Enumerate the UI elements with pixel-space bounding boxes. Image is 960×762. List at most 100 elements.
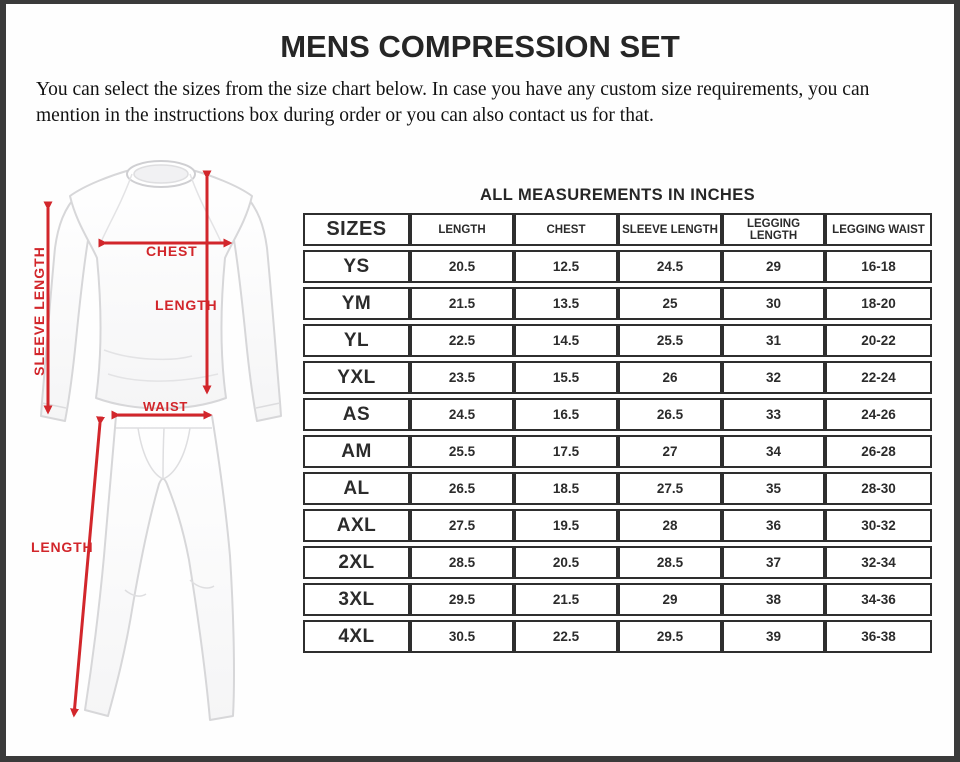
value-cell: 22.5 [410,324,514,357]
legging-length-label: LENGTH [31,539,94,555]
table-row: 4XL 30.5 22.5 29.5 39 36-38 [303,620,932,653]
table-row: YS 20.5 12.5 24.5 29 16-18 [303,250,932,283]
table-row: 2XL 28.5 20.5 28.5 37 32-34 [303,546,932,579]
size-cell: AXL [303,509,410,542]
value-cell: 31 [722,324,825,357]
size-table-body: YS 20.5 12.5 24.5 29 16-18 YM 21.5 13.5 25 30 18-20… [303,250,932,653]
leggings-seams [116,427,215,597]
value-cell: 19.5 [514,509,618,542]
table-row: AXL 27.5 19.5 28 36 30-32 [303,509,932,542]
column-header-sizes: SIZES [303,213,410,246]
value-cell: 30.5 [410,620,514,653]
value-cell: 26 [618,361,722,394]
value-cell: 25 [618,287,722,320]
size-cell: AL [303,472,410,505]
size-cell: YL [303,324,410,357]
value-cell: 34-36 [825,583,932,616]
value-cell: 30 [722,287,825,320]
leggings [84,415,235,721]
column-header-length: LENGTH [410,213,514,246]
value-cell: 32 [722,361,825,394]
column-header-legging-length: LEGGING LENGTH [722,213,825,246]
size-cell: YS [303,250,410,283]
size-table-header: SIZES LENGTH CHEST SLEEVE LENGTH LEGGING LEN… [303,213,932,246]
value-cell: 27 [618,435,722,468]
garment-illustration-icon [40,160,282,721]
table-row: YM 21.5 13.5 25 30 18-20 [303,287,932,320]
value-cell: 28 [618,509,722,542]
value-cell: 37 [722,546,825,579]
measurement-arrows [43,170,233,718]
value-cell: 22-24 [825,361,932,394]
value-cell: 21.5 [410,287,514,320]
waist-label: WAIST [143,399,189,414]
shirt-length-label: LENGTH [155,297,218,313]
value-cell: 16-18 [825,250,932,283]
table-row: AM 25.5 17.5 27 34 26-28 [303,435,932,468]
size-cell: YXL [303,361,410,394]
value-cell: 24.5 [410,398,514,431]
page-title: MENS COMPRESSION SET [280,29,680,64]
value-cell: 20-22 [825,324,932,357]
column-header-chest: CHEST [514,213,618,246]
value-cell: 15.5 [514,361,618,394]
shirt-torso [69,169,253,410]
size-diagram [20,160,310,760]
value-cell: 20.5 [514,546,618,579]
value-cell: 13.5 [514,287,618,320]
column-header-sleeve-length: SLEEVE LENGTH [618,213,722,246]
value-cell: 14.5 [514,324,618,357]
size-cell: 3XL [303,583,410,616]
value-cell: 20.5 [410,250,514,283]
value-cell: 18-20 [825,287,932,320]
value-cell: 30-32 [825,509,932,542]
value-cell: 38 [722,583,825,616]
value-cell: 29.5 [618,620,722,653]
table-row: 3XL 29.5 21.5 29 38 34-36 [303,583,932,616]
size-cell: AS [303,398,410,431]
value-cell: 32-34 [825,546,932,579]
size-cell: YM [303,287,410,320]
table-row: AL 26.5 18.5 27.5 35 28-30 [303,472,932,505]
value-cell: 21.5 [514,583,618,616]
value-cell: 27.5 [410,509,514,542]
value-cell: 35 [722,472,825,505]
size-cell: 2XL [303,546,410,579]
value-cell: 26.5 [618,398,722,431]
value-cell: 34 [722,435,825,468]
value-cell: 29 [618,583,722,616]
size-cell: AM [303,435,410,468]
value-cell: 27.5 [618,472,722,505]
value-cell: 17.5 [514,435,618,468]
value-cell: 26-28 [825,435,932,468]
sleeve-length-label: SLEEVE LENGTH [31,246,47,376]
value-cell: 24-26 [825,398,932,431]
value-cell: 25.5 [618,324,722,357]
size-table-container: SIZES LENGTH CHEST SLEEVE LENGTH LEGGING LEN… [303,209,932,657]
value-cell: 36 [722,509,825,542]
value-cell: 12.5 [514,250,618,283]
table-row: AS 24.5 16.5 26.5 33 24-26 [303,398,932,431]
size-table: SIZES LENGTH CHEST SLEEVE LENGTH LEGGING LEN… [303,209,932,657]
value-cell: 18.5 [514,472,618,505]
table-row: YXL 23.5 15.5 26 32 22-24 [303,361,932,394]
value-cell: 29.5 [410,583,514,616]
column-header-legging-waist: LEGGING WAIST [825,213,932,246]
legging-length-arrow [70,416,106,718]
value-cell: 28-30 [825,472,932,505]
chest-label: CHEST [146,243,198,259]
table-title: ALL MEASUREMENTS IN INCHES [479,186,756,204]
value-cell: 26.5 [410,472,514,505]
value-cell: 39 [722,620,825,653]
value-cell: 36-38 [825,620,932,653]
value-cell: 25.5 [410,435,514,468]
table-row: YL 22.5 14.5 25.5 31 20-22 [303,324,932,357]
value-cell: 29 [722,250,825,283]
page-description: You can select the sizes from the size c… [36,79,870,126]
value-cell: 28.5 [618,546,722,579]
value-cell: 23.5 [410,361,514,394]
value-cell: 24.5 [618,250,722,283]
value-cell: 28.5 [410,546,514,579]
